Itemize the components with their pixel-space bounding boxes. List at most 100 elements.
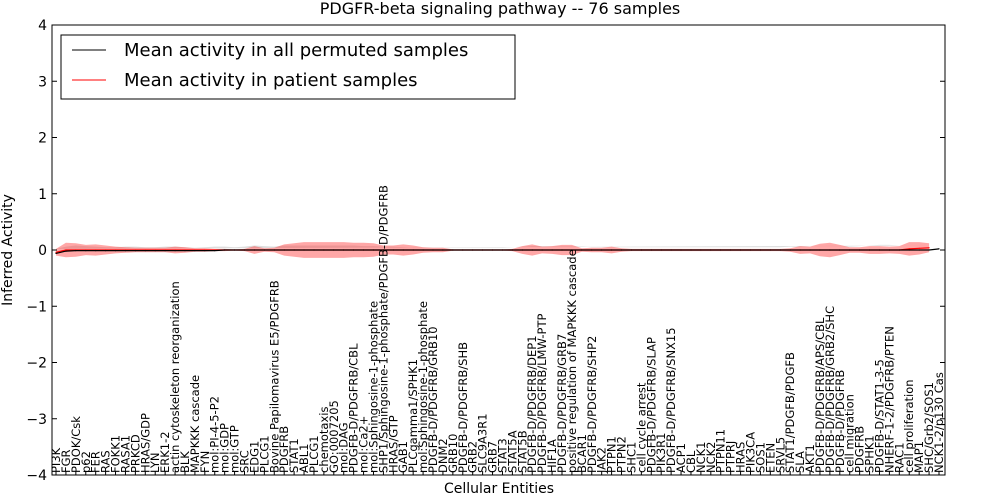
x-tick-label: PTPN2: [615, 436, 629, 473]
y-tick-label: −3: [26, 412, 47, 428]
x-tick-label: FER: [89, 451, 103, 473]
data-point-permuted: [363, 249, 365, 251]
y-tick-label: 2: [38, 131, 47, 147]
data-point-permuted: [839, 249, 841, 251]
data-point-permuted: [938, 248, 940, 250]
data-point-permuted: [888, 249, 891, 251]
x-tick-label: mol:PI-4-5-P2: [208, 396, 222, 473]
x-tick-label: mol:GDP: [218, 423, 232, 473]
y-tick-label: 1: [38, 187, 47, 203]
x-tick-label: HRAS/GTP: [386, 415, 400, 473]
data-point-permuted: [75, 250, 77, 252]
data-point-permuted: [521, 249, 523, 251]
data-point-permuted: [640, 249, 643, 251]
x-tick-label: PDGFB-D/PDGFRB/DEP1: [525, 335, 539, 473]
x-tick-label: chemotaxis: [317, 407, 331, 473]
data-point-permuted: [720, 249, 722, 251]
x-tick-label: PIK3CA: [744, 432, 758, 473]
x-tick-label: PLCG1: [307, 435, 321, 473]
data-point-permuted: [531, 249, 533, 251]
x-tick-label: Bovine Papilomavirus E5/PDGFRB: [267, 280, 281, 473]
data-point-permuted: [511, 249, 513, 251]
data-point-permuted: [491, 249, 494, 251]
data-point-permuted: [353, 249, 355, 251]
data-point-permuted: [194, 250, 196, 252]
data-point-permuted: [65, 250, 67, 252]
x-tick-label: PDGFB-D/PDGFRB/SLAP: [644, 337, 658, 473]
x-tick-label: STAT3: [496, 438, 510, 473]
data-point-permuted: [611, 249, 613, 251]
data-point-permuted: [234, 249, 236, 251]
x-tick-label: SLC9A3R1: [476, 413, 490, 473]
x-tick-label: STAT1: [287, 438, 301, 473]
x-tick-label: cell proliferation: [902, 379, 916, 473]
data-point-permuted: [472, 249, 474, 251]
data-point-permuted: [759, 249, 762, 251]
data-point-patient: [908, 248, 910, 250]
data-point-permuted: [105, 250, 107, 252]
y-axis: −4 −3 −2 −1 0 1 2 3 4: [26, 18, 945, 484]
data-point-patient: [55, 251, 57, 253]
x-tick-label: SHP1/Sphingosine-1-phosphate/PDGFB-D/PDG…: [376, 185, 390, 473]
data-point-permuted: [333, 249, 335, 251]
y-tick-label: −1: [26, 299, 47, 315]
x-tick-label: JAK2: [595, 447, 609, 474]
data-point-permuted: [769, 249, 771, 251]
data-point-permuted: [551, 249, 553, 251]
x-axis-label: Cellular Entities: [444, 481, 554, 497]
data-point-permuted: [343, 249, 345, 251]
data-point-permuted: [571, 249, 573, 251]
data-point-permuted: [124, 250, 126, 252]
x-tick-label: SRC: [238, 450, 252, 473]
data-point-permuted: [581, 249, 583, 251]
x-tick-label: p62: [79, 451, 93, 473]
data-point-permuted: [263, 249, 265, 251]
x-tick-label: PDGFB-D/PDGFRB/SHB: [456, 342, 470, 473]
data-point-permuted: [204, 250, 206, 252]
data-point-permuted: [630, 249, 633, 251]
data-point-permuted: [442, 249, 444, 251]
x-tick-label: STAT5A: [505, 430, 519, 473]
data-point-patient: [65, 249, 67, 251]
data-point-permuted: [710, 249, 712, 251]
data-point-permuted: [749, 249, 752, 251]
data-point-patient: [928, 247, 930, 249]
x-tick-label: actin cytoskeleton reorganization: [168, 281, 182, 473]
legend-label-patient: Mean activity in patient samples: [124, 70, 418, 91]
x-tick-label: cell cycle arrest: [634, 382, 648, 473]
data-point-permuted: [878, 249, 881, 251]
y-tick-label: 3: [38, 74, 47, 90]
data-point-permuted: [224, 249, 226, 251]
y-tick-label: −4: [26, 468, 47, 484]
data-point-permuted: [809, 249, 811, 251]
data-point-permuted: [382, 249, 384, 251]
data-point-permuted: [779, 249, 781, 251]
x-tick-label: ABL1: [297, 444, 311, 473]
data-point-permuted: [700, 249, 702, 251]
x-tick-label: PIK3R1: [654, 433, 668, 474]
data-point-permuted: [283, 249, 285, 251]
data-point-permuted: [849, 249, 851, 251]
data-point-permuted: [55, 252, 57, 254]
x-tick-label: DNM2: [436, 438, 450, 473]
data-point-permuted: [501, 249, 504, 251]
x-tick-label: GRB7: [486, 441, 500, 473]
data-point-permuted: [134, 250, 136, 252]
data-point-permuted: [174, 250, 176, 252]
x-tick-label: PI3K: [49, 447, 63, 473]
data-point-permuted: [650, 249, 652, 251]
band-permuted: [56, 244, 930, 249]
x-tick-label: PDGFB-D/PDGFRB/LMW-PTP: [535, 314, 549, 473]
x-tick-label: CBL: [684, 450, 698, 473]
data-point-permuted: [243, 249, 246, 251]
x-tick-label: SRVL5: [773, 437, 787, 473]
x-tick-label: AKT1: [803, 444, 817, 473]
data-point-permuted: [789, 249, 791, 251]
x-tick-label: mol:Sphingosine-1-phosphate: [367, 301, 381, 473]
x-tick-label: GAB1: [396, 441, 410, 473]
x-tick-label: PDGFB-D/PDGFRB/SNX15: [664, 327, 678, 473]
data-point-permuted: [740, 249, 742, 251]
y-tick-label: −2: [26, 356, 47, 372]
x-tick-label: RAC1: [892, 442, 906, 473]
